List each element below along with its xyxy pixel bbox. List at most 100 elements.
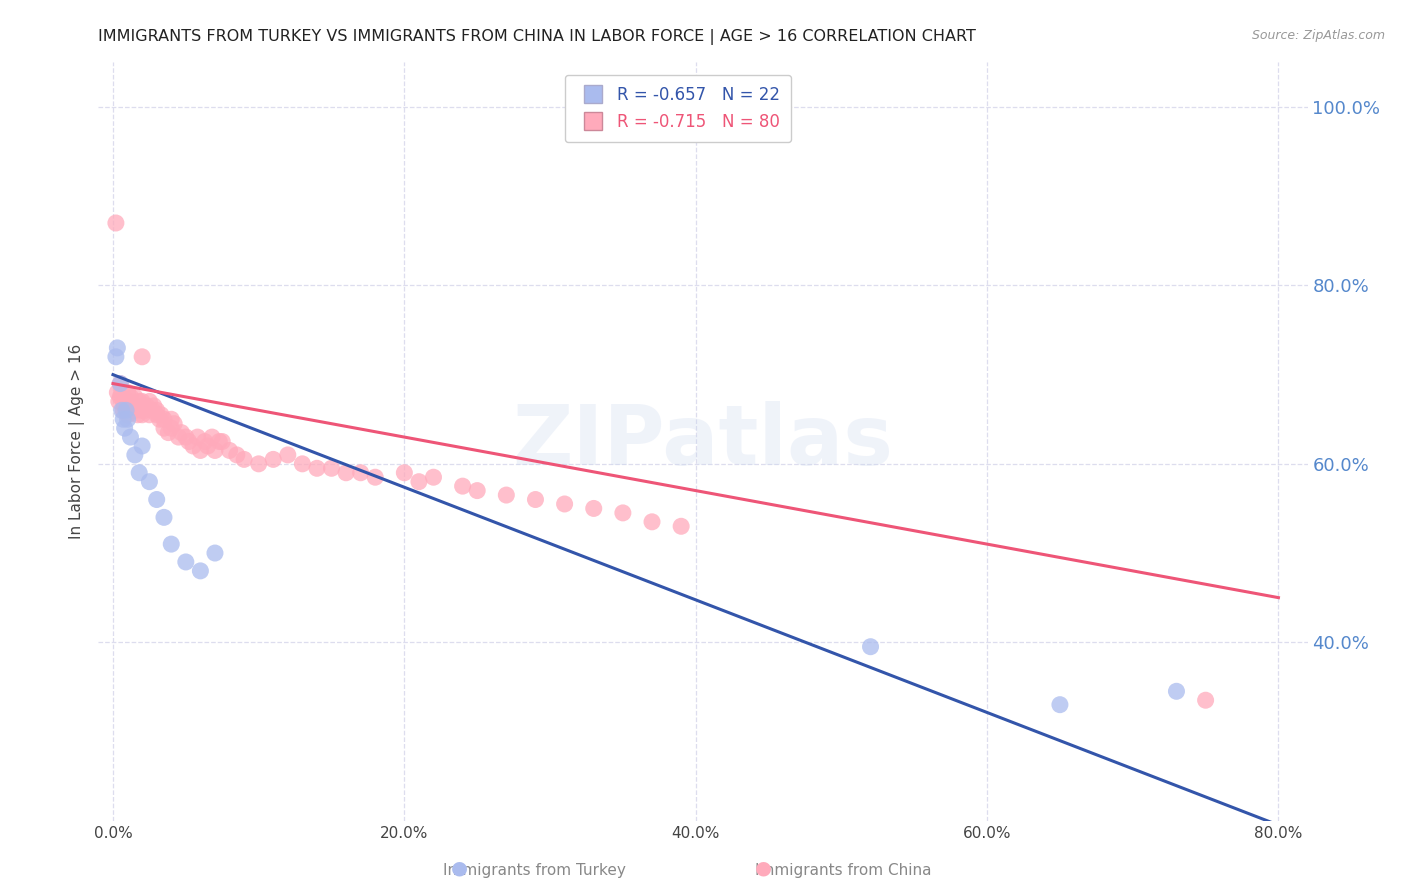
Point [138, 394, 160, 409]
Point [105, 385, 128, 400]
Point [190, 564, 212, 578]
Point [669, 519, 692, 533]
Point [134, 403, 156, 417]
Point [157, 425, 180, 440]
Point [262, 452, 284, 467]
Point [138, 475, 160, 489]
Point [105, 341, 128, 355]
Point [117, 408, 139, 422]
Point [451, 479, 474, 493]
Point [153, 510, 176, 524]
Point [110, 376, 132, 391]
Point [1049, 698, 1071, 712]
Point [135, 399, 157, 413]
Point [114, 399, 136, 413]
Point [150, 408, 173, 422]
Point [120, 430, 142, 444]
Text: Source: ZipAtlas.com: Source: ZipAtlas.com [1251, 29, 1385, 43]
Point [422, 470, 444, 484]
Point [160, 537, 183, 551]
Point [114, 421, 136, 435]
Point [211, 434, 233, 449]
Point [305, 461, 328, 475]
Point [163, 417, 186, 431]
Point [160, 421, 183, 435]
Point [554, 497, 576, 511]
Point [321, 461, 343, 475]
Point [247, 457, 270, 471]
Point [142, 399, 165, 413]
Point [124, 403, 146, 417]
Point [121, 399, 143, 413]
Point [201, 430, 224, 444]
Point [408, 475, 430, 489]
Point [204, 443, 226, 458]
Point [170, 425, 193, 440]
Point [127, 408, 149, 422]
Point [153, 421, 176, 435]
Point [167, 430, 190, 444]
Point [394, 466, 416, 480]
Point [145, 492, 167, 507]
Point [612, 506, 634, 520]
Point [117, 412, 139, 426]
Point [104, 350, 127, 364]
Point [186, 430, 208, 444]
Point [181, 439, 204, 453]
Point [104, 216, 127, 230]
Point [111, 385, 134, 400]
Point [364, 470, 387, 484]
Point [108, 394, 131, 409]
Point [131, 408, 153, 422]
Point [218, 443, 240, 458]
Point [131, 439, 153, 453]
Point [145, 403, 167, 417]
Point [174, 430, 197, 444]
Point [174, 555, 197, 569]
Point [125, 399, 148, 413]
Point [1194, 693, 1216, 707]
Point [524, 492, 547, 507]
Point [128, 394, 150, 409]
Point [204, 546, 226, 560]
Point [112, 394, 135, 409]
Text: Immigrants from China: Immigrants from China [755, 863, 932, 879]
Point [131, 394, 153, 409]
Point [117, 399, 139, 413]
Point [117, 385, 139, 400]
Point [859, 640, 882, 654]
Point [111, 403, 134, 417]
Y-axis label: In Labor Force | Age > 16: In Labor Force | Age > 16 [69, 344, 86, 539]
Point [141, 403, 163, 417]
Point [1166, 684, 1188, 698]
Point [641, 515, 664, 529]
Point [120, 390, 142, 404]
Point [122, 403, 145, 417]
Text: ZIPatlas: ZIPatlas [513, 401, 893, 482]
Point [124, 390, 146, 404]
Point [582, 501, 605, 516]
Point [112, 403, 135, 417]
Legend: R = -0.657   N = 22, R = -0.715   N = 80: R = -0.657 N = 22, R = -0.715 N = 80 [565, 75, 792, 142]
Point [153, 412, 176, 426]
Point [124, 448, 146, 462]
Point [233, 452, 256, 467]
Point [291, 457, 314, 471]
Point [118, 394, 141, 409]
Point [145, 408, 167, 422]
Point [129, 403, 152, 417]
Point [465, 483, 488, 498]
Point [115, 394, 138, 409]
Text: ●: ● [755, 858, 772, 877]
Text: IMMIGRANTS FROM TURKEY VS IMMIGRANTS FROM CHINA IN LABOR FORCE | AGE > 16 CORREL: IMMIGRANTS FROM TURKEY VS IMMIGRANTS FRO… [98, 29, 976, 45]
Point [277, 448, 299, 462]
Point [138, 408, 160, 422]
Point [112, 412, 135, 426]
Point [160, 412, 183, 426]
Point [177, 434, 200, 449]
Point [110, 390, 132, 404]
Point [194, 434, 217, 449]
Point [149, 412, 172, 426]
Point [197, 439, 219, 453]
Point [335, 466, 357, 480]
